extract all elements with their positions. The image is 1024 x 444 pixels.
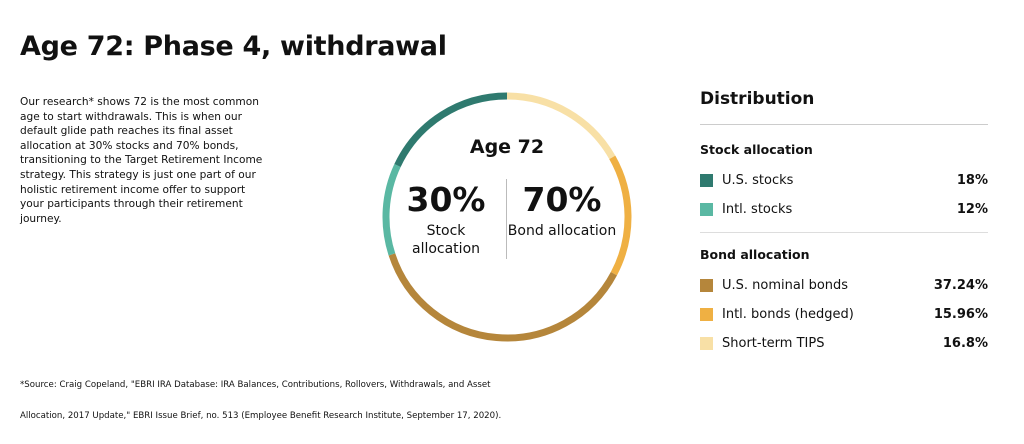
legend-swatch: [700, 174, 713, 187]
legend-item: Short-term TIPS 16.8%: [700, 329, 988, 358]
legend-swatch: [700, 308, 713, 321]
legend-item: U.S. stocks 18%: [700, 166, 988, 195]
legend-value: 37.24%: [933, 278, 988, 293]
donut-slice-intl-bonds-hedged: [609, 155, 632, 276]
stock-label: Stock allocation: [411, 223, 481, 257]
stock-percent: 30%: [406, 180, 486, 219]
legend-value: 16.8%: [942, 336, 988, 351]
source-note-line2: Allocation, 2017 Update," EBRI Issue Bri…: [20, 411, 502, 421]
legend-item: Intl. bonds (hedged) 15.96%: [700, 300, 988, 329]
legend-label: U.S. stocks: [722, 173, 794, 188]
legend-value: 12%: [956, 202, 988, 217]
stock-allocation-heading: Stock allocation: [700, 142, 813, 157]
donut-slice-intl-stocks: [382, 163, 401, 256]
legend-label: Intl. stocks: [722, 202, 793, 217]
donut-age-label: Age 72: [469, 136, 545, 158]
legend-label: Short-term TIPS: [722, 336, 825, 351]
legend-item: Intl. stocks 12%: [700, 195, 988, 224]
donut-slice-u-s-stocks: [394, 92, 508, 167]
legend-swatch: [700, 337, 713, 350]
bond-percent: 70%: [522, 180, 602, 219]
donut-slice-short-term-tips: [506, 92, 616, 160]
legend-value: 18%: [956, 173, 988, 188]
allocation-donut-chart: [382, 92, 632, 342]
page-title: Age 72: Phase 4, withdrawal: [20, 31, 447, 62]
legend-label: U.S. nominal bonds: [722, 278, 849, 293]
intro-text: Our research* shows 72 is the most commo…: [20, 96, 263, 225]
bond-allocation-heading: Bond allocation: [700, 247, 810, 262]
legend-swatch: [700, 203, 713, 216]
legend-item: U.S. nominal bonds 37.24%: [700, 271, 988, 300]
legend-value: 15.96%: [933, 307, 988, 322]
donut-slice-u-s-nominal-bonds: [388, 253, 617, 342]
distribution-heading: Distribution: [700, 89, 988, 125]
bond-label: Bond allocation: [507, 223, 617, 239]
legend-divider: [700, 232, 988, 233]
distribution-panel: Distribution Stock allocation U.S. stock…: [700, 89, 988, 358]
center-divider: [506, 179, 507, 259]
source-note-line1: *Source: Craig Copeland, "EBRI IRA Datab…: [20, 380, 491, 390]
legend-label: Intl. bonds (hedged): [722, 307, 854, 322]
legend-swatch: [700, 279, 713, 292]
